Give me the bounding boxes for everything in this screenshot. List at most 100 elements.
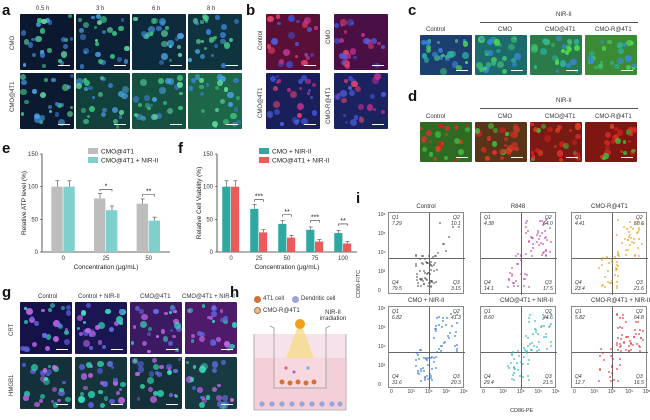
event-dot [549, 313, 552, 316]
cell-dot [83, 340, 90, 348]
flow-x-tick: 0 [390, 389, 393, 395]
cell-dot [145, 103, 150, 108]
event-dot [615, 341, 618, 344]
legend-label: CMO@4T1 + NIR-II [101, 158, 159, 165]
cell-dot [113, 377, 118, 382]
event-dot [425, 260, 428, 263]
event-dot [622, 313, 624, 316]
event-dot [616, 313, 619, 315]
legend-cmo-r-icon [254, 307, 261, 314]
cell-dot [105, 308, 112, 315]
event-dot [440, 326, 443, 329]
panel-c-image [530, 35, 582, 75]
event-dot [537, 229, 540, 232]
cell-dot [188, 58, 192, 62]
cell-dot [138, 309, 144, 314]
quadrant-q1-value: 7.29 [392, 221, 402, 227]
panel-g-col-label: Control [38, 294, 58, 300]
event-dot [524, 272, 527, 275]
cell-dot [303, 53, 307, 57]
event-dot [633, 241, 636, 244]
quadrant-q3-value: 3.15 [451, 286, 461, 292]
flow-y-tick: 0 [378, 288, 381, 294]
panel-g-row-label: HMGB1 [9, 374, 15, 396]
cell-dot [436, 40, 441, 44]
event-dot [608, 282, 611, 285]
event-dot [510, 378, 513, 381]
cell-dot [351, 81, 358, 88]
cell-dot [491, 141, 498, 148]
quadrant-q3-value: 20.3 [451, 380, 461, 386]
panel-g-row-label: CRT [9, 323, 15, 336]
cell-dot [152, 390, 158, 396]
cell-dot [194, 48, 201, 54]
cell-dot [44, 376, 49, 381]
event-dot [616, 267, 619, 270]
cell-dot [157, 77, 164, 84]
quadrant-q2-value: 64.0 [543, 221, 553, 227]
cell-dot [189, 377, 195, 382]
scale-bar [221, 348, 233, 350]
event-dot [610, 355, 613, 358]
cell-dot [137, 365, 145, 373]
event-dot [442, 320, 445, 323]
event-dot [430, 265, 433, 268]
cell-dot [201, 304, 206, 308]
cell-dot [603, 148, 611, 156]
event-dot [416, 284, 419, 287]
quadrant-q2-label: Q2 [453, 309, 460, 315]
event-dot [444, 324, 447, 327]
cell-dot [32, 341, 38, 347]
cell-dot [613, 133, 619, 139]
panel-g-col-label: Control + NIR-II [78, 294, 120, 300]
event-dot [641, 242, 644, 245]
cell-dot [147, 332, 151, 337]
cell-dot [107, 82, 114, 89]
cell-dot [42, 333, 47, 338]
cell-dot [340, 90, 347, 97]
event-dot [429, 356, 432, 359]
quadrant-line [428, 307, 430, 389]
flow-plot: Q1 7.29 Q2 10.1 Q4 79.5 Q3 3.15 [388, 212, 465, 295]
cell-dot [453, 137, 461, 145]
quadrant-q4-label: Q4 [575, 374, 582, 380]
cell-dot [87, 401, 94, 408]
cell-dot [201, 40, 205, 44]
cell-dot [91, 95, 96, 100]
event-dot [623, 226, 626, 229]
event-dot [620, 241, 623, 244]
cell-dot [489, 36, 497, 44]
event-dot [598, 367, 601, 370]
cell-dot [345, 121, 349, 125]
bar [334, 233, 343, 252]
cell-dot [133, 96, 140, 103]
event-dot [630, 343, 633, 346]
cell-dot [213, 36, 217, 40]
event-dot [421, 254, 424, 257]
cell-dot [296, 119, 301, 123]
cell-dot [475, 130, 483, 138]
event-dot [421, 277, 424, 280]
quadrant-q1-value: 4.41 [575, 221, 585, 227]
cell-dot [614, 137, 621, 144]
cell-dot [39, 119, 44, 125]
event-dot [429, 272, 432, 275]
quadrant-q3-label: Q3 [545, 280, 552, 286]
cell-dot [270, 75, 276, 82]
panel-a-image [132, 14, 186, 70]
event-dot [417, 353, 420, 356]
cell-dot [140, 320, 148, 328]
cell-dot [178, 357, 182, 361]
event-dot [420, 370, 423, 373]
chart-e: 0 50 100 150 0 25 * 50 ** Concentration (μg/mL) Re… [21, 148, 170, 271]
flow-x-tick: 10⁴ [425, 389, 433, 395]
cell-dot [440, 67, 448, 75]
x-tick-label: 25 [103, 256, 110, 262]
cell-dot [124, 46, 130, 52]
cell-dot [177, 52, 183, 58]
quadrant-line [572, 258, 648, 259]
event-dot [508, 272, 511, 275]
cell-dot [188, 308, 193, 314]
x-tick-label: 0 [62, 256, 66, 262]
cell-dot [598, 64, 604, 69]
